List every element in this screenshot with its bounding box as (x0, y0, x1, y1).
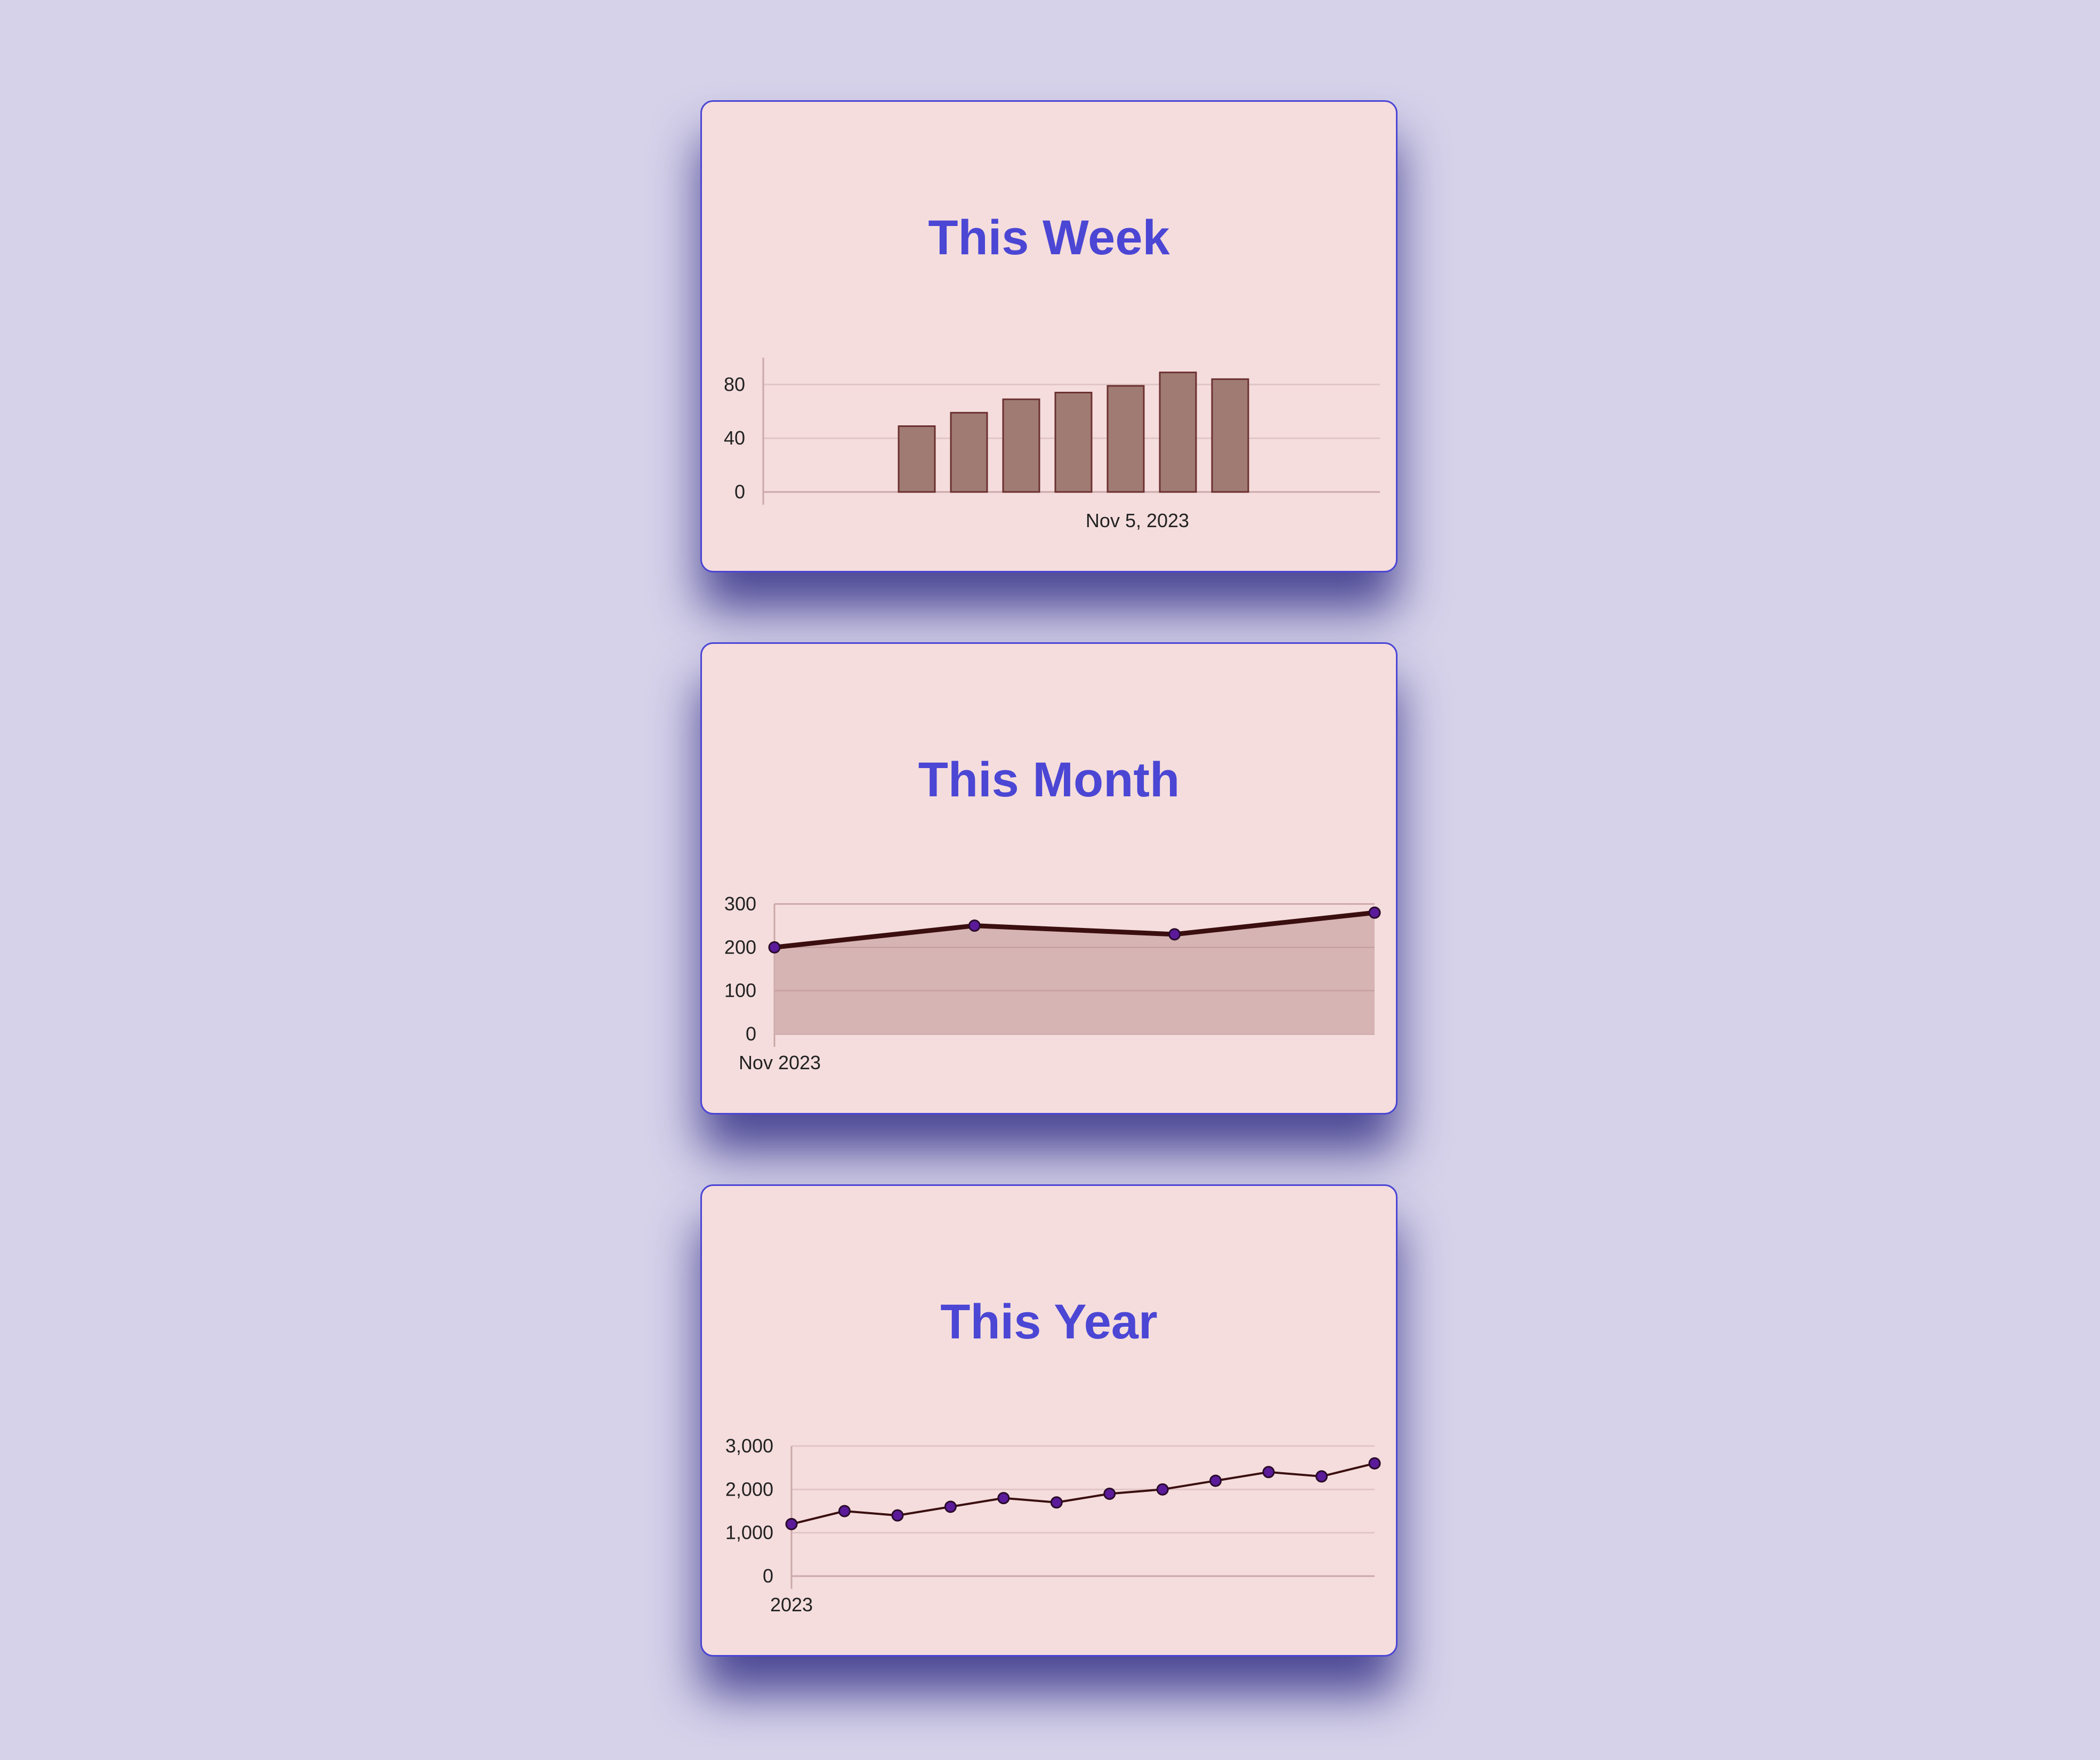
data-point (891, 1509, 904, 1522)
week-chart: 0 40 80 Nov 5, 2023 (724, 358, 1380, 531)
month-card: This Month 0 100 200 300 Nov 2023 (700, 642, 1398, 1115)
data-point (1262, 1466, 1275, 1479)
bar (1159, 372, 1197, 493)
bar (1211, 378, 1249, 493)
data-point (1050, 1496, 1063, 1509)
year-card: This Year 0 1,000 2,000 3,000 2023 (700, 1184, 1398, 1657)
y-tick-label: 80 (724, 373, 745, 395)
data-point (1209, 1474, 1222, 1487)
bar (898, 425, 936, 493)
data-point (944, 1500, 957, 1513)
bar (1106, 385, 1145, 493)
bar (1054, 392, 1093, 493)
bar (950, 411, 988, 493)
data-point (1168, 928, 1181, 941)
series-line (791, 1462, 1375, 1525)
x-tick-label: 2023 (770, 1594, 813, 1616)
bar (1002, 398, 1040, 493)
year-chart: 0 1,000 2,000 3,000 2023 (725, 1435, 1381, 1616)
y-tick-label: 0 (763, 1565, 773, 1587)
y-tick-label: 300 (724, 893, 756, 915)
card-title: This Week (928, 211, 1170, 265)
y-tick-label: 200 (724, 936, 756, 958)
week-card: This Week 0 40 80 Nov 5, 2023 (700, 100, 1398, 572)
card-title: This Month (918, 753, 1180, 807)
x-tick-label: Nov 5, 2023 (1086, 510, 1189, 531)
data-point (1103, 1487, 1116, 1500)
y-tick-label: 0 (746, 1023, 756, 1045)
data-point (1368, 906, 1381, 919)
data-point (1156, 1483, 1169, 1496)
series-line (774, 910, 1375, 950)
y-tick-label: 1,000 (725, 1522, 773, 1544)
month-chart: 0 100 200 300 Nov 2023 (724, 893, 1381, 1073)
data-point (785, 1517, 798, 1530)
x-tick-label: Nov 2023 (739, 1052, 821, 1073)
data-point (1368, 1457, 1381, 1470)
data-point (1315, 1470, 1328, 1483)
y-tick-label: 40 (724, 427, 745, 449)
data-point (997, 1492, 1010, 1505)
data-point (768, 941, 781, 954)
y-tick-label: 100 (724, 980, 756, 1002)
card-title: This Year (940, 1295, 1158, 1349)
y-tick-label: 3,000 (725, 1435, 773, 1457)
area-fill (774, 913, 1375, 1034)
y-tick-label: 2,000 (725, 1478, 773, 1500)
y-tick-label: 0 (734, 481, 745, 503)
data-point (968, 919, 981, 932)
data-point (838, 1505, 851, 1517)
